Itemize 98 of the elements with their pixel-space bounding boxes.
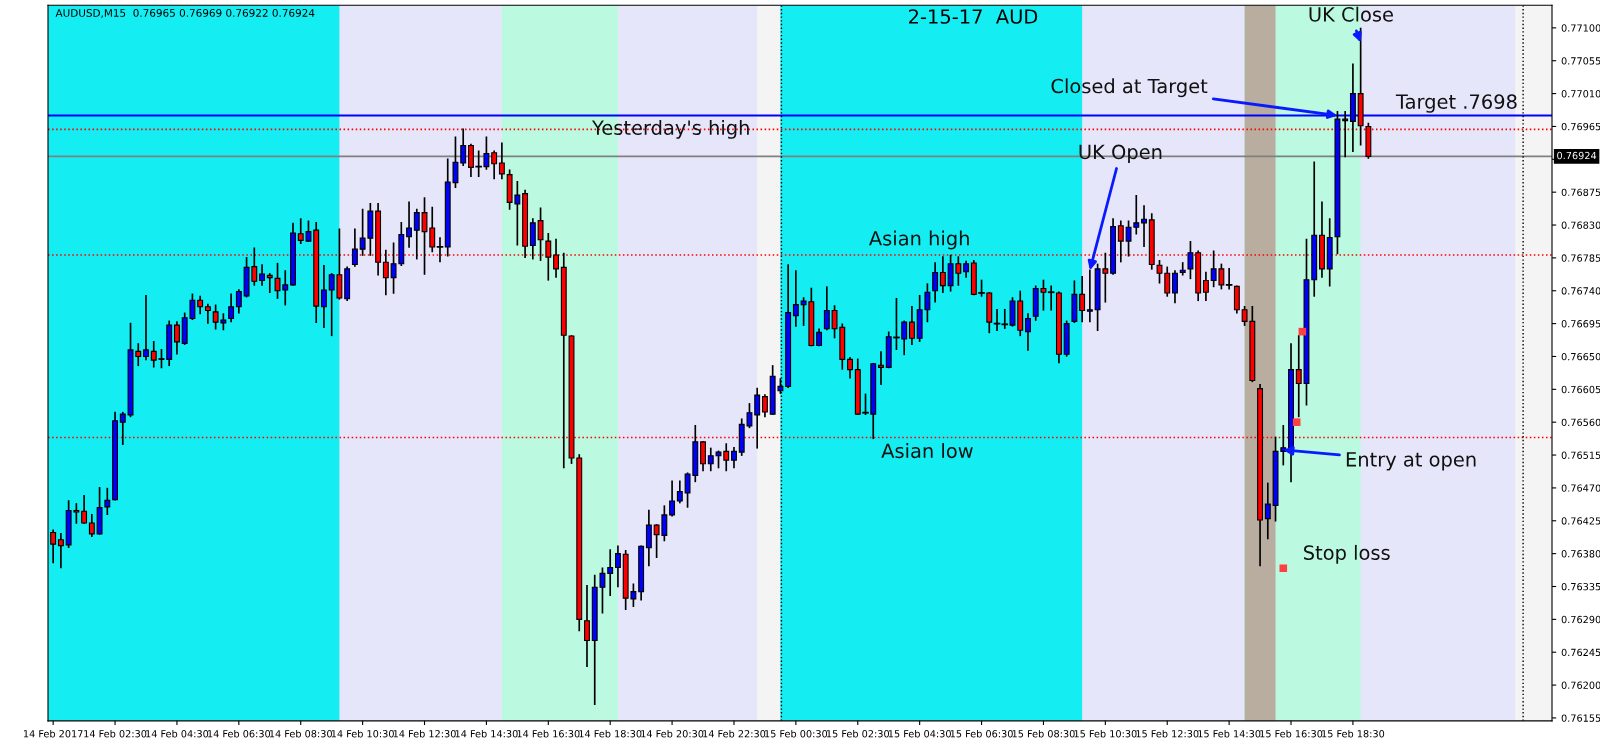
point <box>1279 564 1288 573</box>
y-tick-label: 0.76155 <box>1561 714 1600 722</box>
annotation: UK Close <box>1309 6 1393 22</box>
x-tick-label: 15 Feb 12:30 <box>1136 729 1199 738</box>
y-tick-label: 0.76965 <box>1561 122 1600 131</box>
x-tick-label: 15 Feb 10:30 <box>1074 729 1137 738</box>
candlestick <box>1202 271 1209 302</box>
y-tick-label: 0.77010 <box>1561 90 1600 98</box>
candlestick <box>1117 220 1124 263</box>
candlestick <box>1187 240 1194 280</box>
candlestick <box>932 262 939 303</box>
candlestick <box>498 142 505 180</box>
y-tick-label: 0.76515 <box>1561 451 1600 459</box>
candlestick <box>908 305 915 345</box>
candlestick <box>1172 270 1178 304</box>
x-tick-label: 14 Feb 10:30 <box>331 729 394 738</box>
x-tick-label: 14 Feb 14:30 <box>455 729 518 738</box>
x-tick-label: 15 Feb 02:30 <box>826 729 890 738</box>
annotation: Asian high <box>868 230 969 250</box>
candlestick <box>761 394 768 418</box>
candlestick <box>645 509 652 567</box>
y-tick-label: 0.77100 <box>1561 24 1600 32</box>
x-tick-label: 14 Feb 16:30 <box>517 729 580 738</box>
y-tick-label: 0.76245 <box>1561 648 1600 657</box>
y-tick-label: 0.76785 <box>1561 254 1600 262</box>
y-tick-label: 0.76380 <box>1561 550 1600 558</box>
ref-line-label: 0.76924 <box>1557 151 1597 160</box>
x-tick-label: 15 Feb 16:30 <box>1260 729 1323 738</box>
candlestick <box>204 303 211 324</box>
x-tick-label: 15 Feb 06:30 <box>950 729 1013 738</box>
candlestick <box>1179 262 1186 276</box>
annotation: Stop loss <box>1304 544 1390 564</box>
candlestick <box>81 495 88 524</box>
x-tick-label: 15 Feb 14:30 <box>1198 729 1261 738</box>
chart-subtitle: AUDUSD,M15 0.76965 0.76969 0.76922 0.76924 <box>55 8 315 18</box>
candlestick <box>57 533 64 569</box>
candlestick <box>436 237 444 263</box>
y-tick-label: 0.76695 <box>1561 320 1600 328</box>
y-tick-label: 0.76200 <box>1561 681 1600 689</box>
y-tick-label: 0.76425 <box>1561 517 1600 525</box>
y-tick-label: 0.76740 <box>1561 287 1600 295</box>
candlestick <box>823 286 830 331</box>
candlestick <box>792 270 799 327</box>
candlestick <box>1025 313 1031 351</box>
candlestick <box>700 441 706 472</box>
candlestick <box>1047 285 1055 311</box>
x-tick-label: 15 Feb 18:30 <box>1322 729 1385 738</box>
candlestick <box>1342 111 1349 158</box>
candlestick <box>406 201 412 248</box>
candlestick <box>266 273 273 294</box>
candlestick <box>1233 285 1240 314</box>
candlestick <box>731 446 737 469</box>
x-tick-label: 14 Feb 08:30 <box>269 729 332 738</box>
chart-title: 2-15-17 AUD <box>909 9 1038 24</box>
x-tick-label: 15 Feb 04:30 <box>888 729 951 738</box>
y-tick-label: 0.76650 <box>1561 352 1600 361</box>
candlestick <box>351 228 358 267</box>
x-tick-label: 14 Feb 22:30 <box>703 729 766 738</box>
y-tick-label: 0.76830 <box>1561 221 1600 229</box>
annotation: Yesterday's high <box>591 119 749 139</box>
y-tick-label: 0.77055 <box>1561 57 1600 65</box>
candlestick <box>669 480 676 517</box>
x-tick-label: 15 Feb 08:30 <box>1012 729 1075 738</box>
candlestick <box>847 357 853 379</box>
x-tick-label: 14 Feb 18:30 <box>579 729 642 738</box>
annotation: Target .7698 <box>1395 94 1517 113</box>
candlestick <box>878 351 884 386</box>
x-tick-label: 14 Feb 20:30 <box>641 729 704 738</box>
y-tick-label: 0.76290 <box>1561 615 1600 624</box>
candlestick <box>143 295 149 361</box>
point <box>1292 418 1301 426</box>
candlestick <box>1079 276 1086 323</box>
x-tick-label: 15 Feb 00:30 <box>765 729 828 738</box>
y-tick-label: 0.76560 <box>1561 418 1600 427</box>
y-tick-label: 0.76875 <box>1561 188 1600 196</box>
x-tick-label: 14 Feb 02:30 <box>84 729 147 738</box>
candlestick <box>676 480 683 504</box>
candlestick <box>173 321 180 355</box>
y-tick-label: 0.76470 <box>1561 484 1600 492</box>
candlestick <box>88 514 95 537</box>
candlestick <box>235 289 242 314</box>
x-tick-label: 14 Feb 2017 <box>23 729 83 738</box>
candlestick <box>1225 268 1233 290</box>
candlestick <box>259 264 266 286</box>
x-tick-label: 14 Feb 06:30 <box>208 729 271 738</box>
y-tick-label: 0.76335 <box>1561 582 1600 591</box>
x-tick-label: 14 Feb 04:30 <box>146 729 209 738</box>
annotation: Asian low <box>881 443 973 459</box>
annotation: Entry at open <box>1346 452 1476 471</box>
candlestick <box>1086 269 1093 323</box>
candlestick <box>228 293 235 323</box>
candlestick <box>529 218 536 260</box>
candlestick <box>320 265 327 329</box>
x-tick-label: 14 Feb 12:30 <box>393 729 456 738</box>
candlestick <box>491 150 498 180</box>
candlestick <box>614 545 621 588</box>
y-tick-label: 0.76605 <box>1561 385 1600 394</box>
candlestick <box>584 584 590 667</box>
